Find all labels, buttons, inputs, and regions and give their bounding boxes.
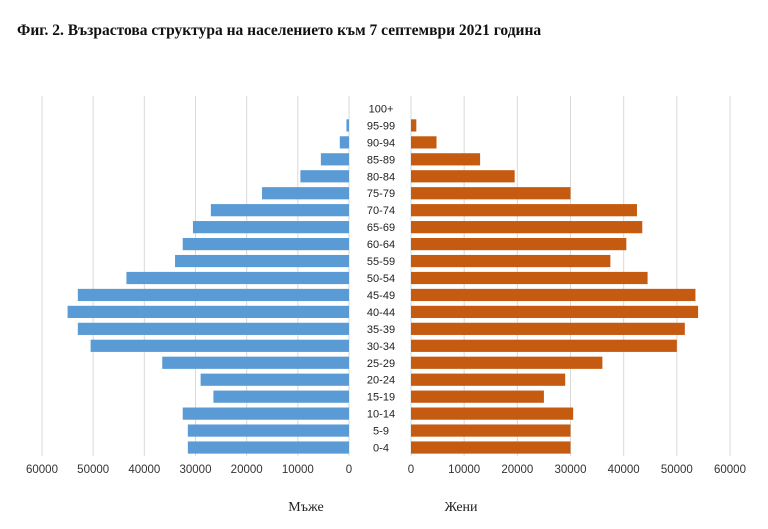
right-tick-label: 60000 <box>714 464 746 476</box>
age-label-5-9: 5-9 <box>373 426 389 438</box>
bar-women-15-19 <box>411 390 544 403</box>
age-group-labels: 0-4 5-9 10-14 15-19 20-24 25-29 30-34 35-39 40-4… <box>367 103 395 454</box>
women-bars <box>411 119 699 454</box>
age-label-95-99: 95-99 <box>367 120 395 132</box>
age-label-30-34: 30-34 <box>367 341 395 353</box>
bar-women-45-49 <box>411 288 696 302</box>
men-axis-label: Мъже <box>288 500 323 515</box>
age-label-100+: 100+ <box>369 103 394 115</box>
bar-men-70-74 <box>210 204 349 217</box>
bar-men-60-64 <box>182 237 349 251</box>
age-label-10-14: 10-14 <box>367 409 395 421</box>
bar-men-95-99 <box>346 119 349 132</box>
bar-women-10-14 <box>411 407 574 420</box>
bar-men-40-44 <box>67 305 349 319</box>
age-label-40-44: 40-44 <box>367 307 395 319</box>
age-label-60-64: 60-64 <box>367 239 395 251</box>
age-label-50-54: 50-54 <box>367 273 395 285</box>
bar-men-55-59 <box>175 254 349 268</box>
bar-men-15-19 <box>213 390 349 403</box>
bar-women-35-39 <box>411 322 685 335</box>
left-tick-label: 50000 <box>77 464 109 476</box>
left-tick-label: 10000 <box>282 464 314 476</box>
left-tick-label: 60000 <box>26 464 58 476</box>
bar-men-35-39 <box>77 322 350 335</box>
right-tick-label: 50000 <box>661 464 693 476</box>
bar-women-50-54 <box>411 271 648 285</box>
bar-men-90-94 <box>339 136 349 149</box>
bar-men-25-29 <box>162 356 349 369</box>
age-label-25-29: 25-29 <box>367 358 395 370</box>
left-axis-ticks: 60000 50000 40000 30000 20000 10000 0 <box>26 464 352 476</box>
bar-men-30-34 <box>90 339 349 352</box>
left-tick-label: 0 <box>346 464 352 476</box>
age-label-35-39: 35-39 <box>367 324 395 336</box>
bar-women-40-44 <box>411 305 699 319</box>
age-label-65-69: 65-69 <box>367 222 395 234</box>
bar-men-5-9 <box>187 424 349 437</box>
bar-women-70-74 <box>411 204 637 217</box>
men-bars <box>67 119 350 454</box>
bar-women-90-94 <box>411 136 437 149</box>
bar-women-85-89 <box>411 153 481 166</box>
age-label-55-59: 55-59 <box>367 256 395 268</box>
age-label-75-79: 75-79 <box>367 188 395 200</box>
bar-men-0-4 <box>187 441 349 454</box>
bar-men-65-69 <box>192 221 349 234</box>
age-label-80-84: 80-84 <box>367 171 395 183</box>
left-tick-label: 40000 <box>128 464 160 476</box>
bar-women-60-64 <box>411 237 627 251</box>
bar-men-50-54 <box>126 271 349 285</box>
right-tick-label: 40000 <box>608 464 640 476</box>
age-label-70-74: 70-74 <box>367 205 395 217</box>
bar-women-55-59 <box>411 254 611 268</box>
left-tick-label: 30000 <box>180 464 212 476</box>
bar-men-45-49 <box>77 288 350 302</box>
bar-women-5-9 <box>411 424 571 437</box>
page-title: Фиг. 2. Възрастова структура на населени… <box>17 22 542 39</box>
right-tick-label: 30000 <box>555 464 587 476</box>
bar-women-30-34 <box>411 339 677 352</box>
bar-women-0-4 <box>411 441 571 454</box>
bar-men-75-79 <box>262 187 349 200</box>
right-tick-label: 0 <box>408 464 414 476</box>
bar-women-20-24 <box>411 373 566 386</box>
age-label-45-49: 45-49 <box>367 290 395 302</box>
right-tick-label: 10000 <box>448 464 480 476</box>
women-axis-label: Жени <box>444 500 478 515</box>
bar-men-85-89 <box>320 153 349 166</box>
bar-men-10-14 <box>182 407 349 420</box>
bar-men-80-84 <box>300 170 349 183</box>
right-tick-label: 20000 <box>501 464 533 476</box>
bar-women-75-79 <box>411 187 571 200</box>
age-label-85-89: 85-89 <box>367 154 395 166</box>
age-label-15-19: 15-19 <box>367 392 395 404</box>
bar-women-80-84 <box>411 170 515 183</box>
right-axis-ticks: 0 10000 20000 30000 40000 50000 60000 <box>408 464 746 476</box>
age-label-90-94: 90-94 <box>367 137 395 149</box>
bar-women-65-69 <box>411 221 643 234</box>
bar-women-25-29 <box>411 356 603 369</box>
left-tick-label: 20000 <box>231 464 263 476</box>
age-label-0-4: 0-4 <box>373 443 389 455</box>
bar-men-20-24 <box>200 373 349 386</box>
age-label-20-24: 20-24 <box>367 375 395 387</box>
bar-women-95-99 <box>411 119 417 132</box>
